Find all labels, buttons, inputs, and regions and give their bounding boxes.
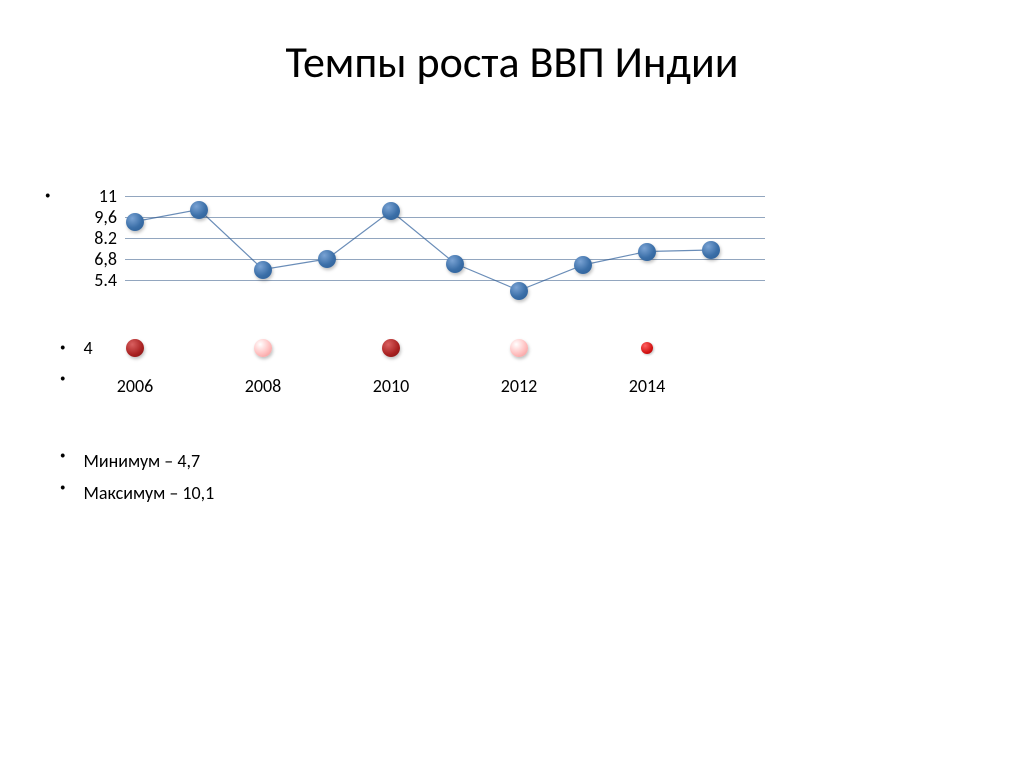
slide-title: Темпы роста ВВП Индии [0,0,1024,89]
timeline-marker [510,339,528,357]
x-tick-label: 2008 [245,375,282,397]
data-point [702,241,720,259]
data-point [574,256,592,274]
bullet-icon: • [60,372,65,385]
bullet-icon: • [60,481,65,494]
data-point [446,255,464,273]
x-axis-row-prefix: • [60,373,83,386]
chart-plot-area [125,196,765,301]
bullet-icon: • [60,341,65,354]
x-tick-label: 2006 [117,375,154,397]
timeline-marker [641,342,653,354]
x-tick-label: 2014 [629,375,666,397]
gridline [125,196,765,197]
gridline [125,259,765,260]
y-tick-label: 8.2 [77,227,117,249]
timeline-marker [254,339,272,357]
notes-block: • Минимум – 4,7 • Максимум – 10,1 [60,450,214,514]
note-max: • Максимум – 10,1 [60,482,214,504]
chart-line-svg [125,196,765,301]
y-tick-label: 5.4 [77,269,117,291]
gridline [125,238,765,239]
data-point [190,201,208,219]
data-point [510,282,528,300]
data-point [382,202,400,220]
data-point [126,213,144,231]
timeline-prefix-label: 4 [83,337,92,359]
x-tick-label: 2012 [501,375,538,397]
y-tick-label: 11 [77,185,117,207]
timeline-marker [382,339,400,357]
y-tick-label: 6,8 [77,248,117,270]
gridline [125,280,765,281]
note-min: • Минимум – 4,7 [60,450,214,472]
data-point [318,250,336,268]
bullet-icon: • [60,449,65,462]
data-point [254,261,272,279]
timeline-marker [126,339,144,357]
y-tick-label: 9,6 [77,206,117,228]
note-max-text: Максимум – 10,1 [83,482,214,504]
x-tick-label: 2010 [373,375,410,397]
data-point [638,243,656,261]
note-min-text: Минимум – 4,7 [83,450,200,472]
gridline [125,217,765,218]
timeline-row-prefix: • 4 [60,337,93,359]
